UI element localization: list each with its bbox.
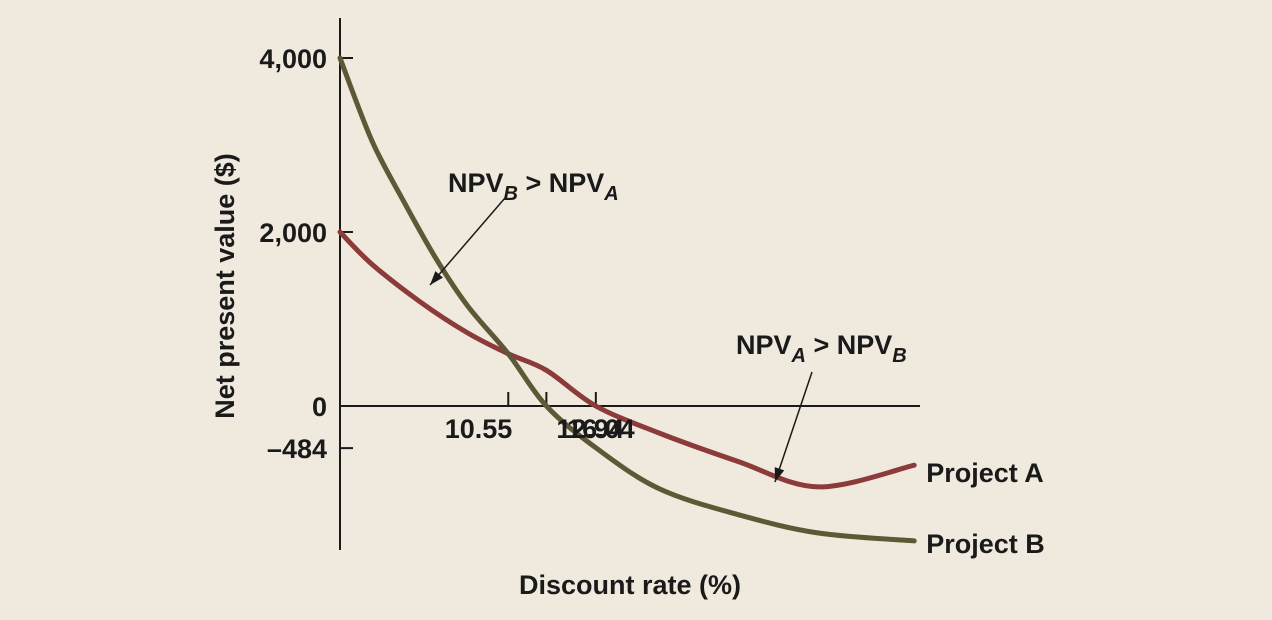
subscript: B (504, 183, 518, 205)
annotation-text: NPV (448, 168, 504, 198)
y-tick-label: 4,000 (259, 44, 327, 74)
project-a-line (337, 229, 917, 490)
project-b-line (337, 55, 917, 544)
y-tick-label: 2,000 (259, 218, 327, 248)
project-a-label: Project A (926, 458, 1044, 488)
annotation-text: > (518, 168, 549, 198)
subscript: A (791, 345, 806, 367)
annotation-text: > (806, 330, 837, 360)
annotation-text: NPV (549, 168, 605, 198)
plot-area (337, 55, 917, 544)
project-b-label: Project B (926, 529, 1045, 559)
y-tick-label: 0 (312, 392, 327, 422)
y-axis-title: Net present value ($) (210, 153, 240, 419)
axes (339, 18, 920, 550)
x-axis-title: Discount rate (%) (519, 570, 741, 600)
x-tick-label: 10.55 (445, 414, 513, 444)
arrowhead (430, 271, 443, 285)
y-tick-label: –484 (267, 434, 327, 464)
x-tick-label: 12.94 (556, 414, 624, 444)
annotation-arrow (429, 197, 506, 286)
subscript: A (603, 183, 618, 205)
x-tick-label: 16.04 (567, 414, 635, 444)
annotation-2: NPVA > NPVB (736, 330, 907, 367)
annotation-text: NPV (837, 330, 893, 360)
annotation-arrow (774, 371, 813, 483)
annotation-text: NPV (736, 330, 792, 360)
arrowhead (774, 467, 785, 482)
subscript: B (892, 345, 906, 367)
annotation-1: NPVB > NPVA (448, 168, 619, 205)
